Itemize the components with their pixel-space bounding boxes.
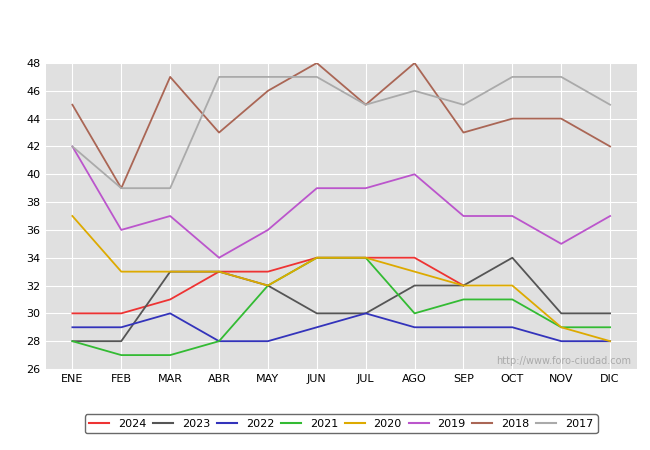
Text: http://www.foro-ciudad.com: http://www.foro-ciudad.com	[496, 356, 631, 366]
Legend: 2024, 2023, 2022, 2021, 2020, 2019, 2018, 2017: 2024, 2023, 2022, 2021, 2020, 2019, 2018…	[84, 414, 598, 433]
Text: Afiliados en Ráfales a 30/9/2024: Afiliados en Ráfales a 30/9/2024	[179, 21, 471, 39]
